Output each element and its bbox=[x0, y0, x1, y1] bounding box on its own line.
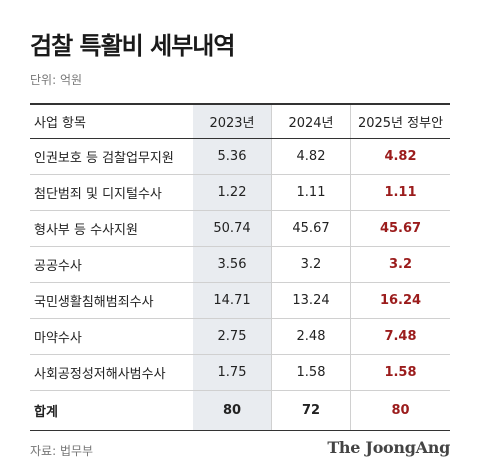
item-cell: 형사부 등 수사지원 bbox=[34, 223, 138, 238]
value-2025: 1.58 bbox=[350, 355, 450, 390]
value-2024: 4.82 bbox=[271, 139, 350, 174]
total-label: 합계 bbox=[34, 405, 58, 420]
item-cell: 국민생활침해범죄수사 bbox=[34, 295, 154, 310]
page-title: 검찰 특활비 세부내역 bbox=[30, 32, 235, 60]
value-2023: 14.71 bbox=[193, 283, 271, 318]
value-2025: 4.82 bbox=[350, 139, 450, 174]
total-2025: 80 bbox=[350, 391, 450, 430]
table-row: 첨단범죄 및 디지털수사 1.22 1.11 1.11 bbox=[30, 175, 450, 211]
item-cell: 마약수사 bbox=[34, 331, 82, 346]
table-header-row: 사업 항목 2023년 2024년 2025년 정부안 bbox=[30, 103, 450, 139]
value-2025: 3.2 bbox=[350, 247, 450, 282]
budget-table: 사업 항목 2023년 2024년 2025년 정부안 인권보호 등 검찰업무지… bbox=[30, 103, 450, 431]
table-row: 형사부 등 수사지원 50.74 45.67 45.67 bbox=[30, 211, 450, 247]
item-cell: 첨단범죄 및 디지털수사 bbox=[34, 187, 162, 202]
header-2025: 2025년 정부안 bbox=[350, 105, 450, 138]
value-2023: 1.75 bbox=[193, 355, 271, 390]
value-2023: 2.75 bbox=[193, 319, 271, 354]
item-cell: 인권보호 등 검찰업무지원 bbox=[34, 151, 174, 166]
total-2024: 72 bbox=[271, 391, 350, 430]
table-row: 마약수사 2.75 2.48 7.48 bbox=[30, 319, 450, 355]
unit-label: 단위: 억원 bbox=[30, 73, 83, 87]
value-2025: 16.24 bbox=[350, 283, 450, 318]
value-2023: 50.74 bbox=[193, 211, 271, 246]
header-item: 사업 항목 bbox=[34, 116, 86, 131]
header-2023: 2023년 bbox=[193, 105, 271, 138]
total-2023: 80 bbox=[193, 391, 271, 430]
table-total-row: 합계 80 72 80 bbox=[30, 391, 450, 431]
table-row: 국민생활침해범죄수사 14.71 13.24 16.24 bbox=[30, 283, 450, 319]
value-2025: 7.48 bbox=[350, 319, 450, 354]
item-cell: 사회공정성저해사범수사 bbox=[34, 367, 166, 382]
value-2024: 13.24 bbox=[271, 283, 350, 318]
header-2024: 2024년 bbox=[271, 105, 350, 138]
value-2024: 45.67 bbox=[271, 211, 350, 246]
value-2024: 2.48 bbox=[271, 319, 350, 354]
table-row: 사회공정성저해사범수사 1.75 1.58 1.58 bbox=[30, 355, 450, 391]
table-row: 공공수사 3.56 3.2 3.2 bbox=[30, 247, 450, 283]
value-2024: 1.58 bbox=[271, 355, 350, 390]
source-note: 자료: 법무부 bbox=[30, 444, 94, 458]
publisher-logo: The JoongAng bbox=[327, 438, 450, 457]
value-2023: 3.56 bbox=[193, 247, 271, 282]
table-row: 인권보호 등 검찰업무지원 5.36 4.82 4.82 bbox=[30, 139, 450, 175]
value-2023: 1.22 bbox=[193, 175, 271, 210]
value-2025: 1.11 bbox=[350, 175, 450, 210]
value-2024: 1.11 bbox=[271, 175, 350, 210]
value-2024: 3.2 bbox=[271, 247, 350, 282]
item-cell: 공공수사 bbox=[34, 259, 82, 274]
value-2023: 5.36 bbox=[193, 139, 271, 174]
value-2025: 45.67 bbox=[350, 211, 450, 246]
